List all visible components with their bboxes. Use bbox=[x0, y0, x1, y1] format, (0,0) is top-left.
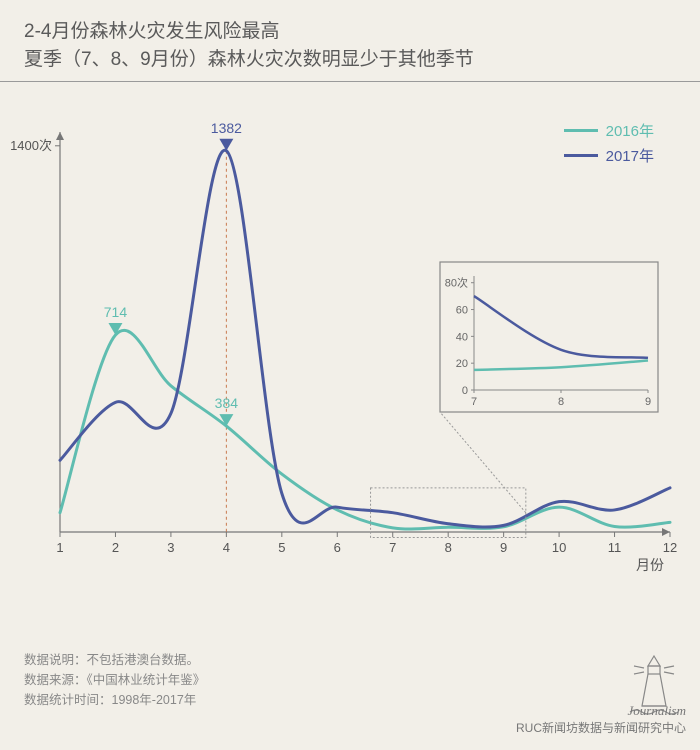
footer-line-2: 数据来源：《中国林业统计年鉴》 bbox=[24, 670, 205, 690]
legend-swatch-2016 bbox=[564, 129, 598, 132]
legend-item-2017: 2017年 bbox=[564, 145, 654, 166]
svg-text:5: 5 bbox=[278, 540, 285, 555]
svg-text:7: 7 bbox=[389, 540, 396, 555]
svg-text:714: 714 bbox=[104, 304, 128, 320]
footer-line-1: 数据说明：不包括港澳台数据。 bbox=[24, 650, 205, 670]
svg-text:60: 60 bbox=[456, 305, 468, 317]
svg-text:4: 4 bbox=[223, 540, 230, 555]
footer-line-3: 数据统计时间：1998年-2017年 bbox=[24, 690, 205, 710]
svg-text:6: 6 bbox=[334, 540, 341, 555]
legend-item-2016: 2016年 bbox=[564, 120, 654, 141]
svg-text:40: 40 bbox=[456, 331, 468, 343]
legend-swatch-2017 bbox=[564, 154, 598, 157]
svg-text:10: 10 bbox=[552, 540, 566, 555]
svg-text:80次: 80次 bbox=[445, 276, 468, 290]
svg-text:12: 12 bbox=[663, 540, 677, 555]
svg-text:9: 9 bbox=[645, 396, 651, 408]
svg-text:384: 384 bbox=[215, 395, 239, 411]
svg-text:1382: 1382 bbox=[211, 120, 242, 136]
credit-block: Journalism RUC新闻坊数据与新闻研究中心 bbox=[516, 703, 686, 736]
svg-text:20: 20 bbox=[456, 358, 468, 370]
svg-text:月份: 月份 bbox=[636, 557, 664, 573]
legend: 2016年 2017年 bbox=[562, 118, 656, 168]
credit-text: RUC新闻坊数据与新闻研究中心 bbox=[516, 719, 686, 736]
svg-text:8: 8 bbox=[445, 540, 452, 555]
credit-logo-text: Journalism bbox=[516, 703, 686, 719]
svg-text:9: 9 bbox=[500, 540, 507, 555]
legend-label-2016: 2016年 bbox=[606, 120, 654, 141]
footer-notes: 数据说明：不包括港澳台数据。 数据来源：《中国林业统计年鉴》 数据统计时间：19… bbox=[24, 650, 205, 710]
svg-text:11: 11 bbox=[608, 540, 622, 555]
title-line-1: 2-4月份森林火灾发生风险最高 bbox=[24, 18, 676, 46]
title-block: 2-4月份森林火灾发生风险最高 夏季（7、8、9月份）森林火灾次数明显少于其他季… bbox=[0, 0, 700, 82]
svg-text:2: 2 bbox=[112, 540, 119, 555]
svg-text:3: 3 bbox=[167, 540, 174, 555]
title-line-2: 夏季（7、8、9月份）森林火灾次数明显少于其他季节 bbox=[24, 46, 676, 74]
svg-text:0: 0 bbox=[462, 385, 468, 397]
svg-text:7: 7 bbox=[471, 396, 477, 408]
svg-text:8: 8 bbox=[558, 396, 564, 408]
svg-text:1: 1 bbox=[56, 540, 63, 555]
svg-text:1400次: 1400次 bbox=[10, 138, 52, 153]
legend-label-2017: 2017年 bbox=[606, 145, 654, 166]
